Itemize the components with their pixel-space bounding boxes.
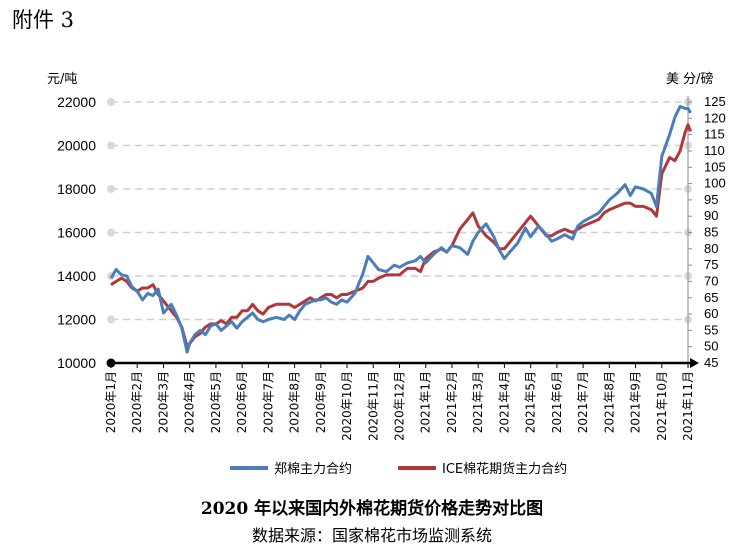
right-tick-label: 70 — [704, 273, 718, 288]
right-tick-label: 85 — [704, 225, 718, 240]
x-tick-label: 2020年12月 — [393, 371, 407, 441]
left-tick-label: 12000 — [57, 312, 96, 328]
right-tick-label: 80 — [704, 241, 718, 256]
x-tick-label: 2020年7月 — [261, 371, 275, 433]
gridline-marker — [107, 315, 115, 324]
x-tick-label: 2021年2月 — [445, 371, 459, 433]
right-tick-label: 115 — [704, 127, 725, 142]
left-tick-label: 16000 — [57, 225, 96, 241]
series-line-zhengmian — [109, 104, 692, 354]
gridline-marker — [107, 98, 115, 106]
x-tick-label: 2020年2月 — [130, 371, 144, 433]
x-tick-label: 2021年4月 — [497, 371, 511, 433]
x-tick-label: 2021年1月 — [419, 371, 433, 433]
legend-label-zhengmian: 郑棉主力合约 — [274, 462, 352, 477]
right-tick-label: 120 — [704, 110, 726, 125]
gridline-marker — [107, 185, 115, 193]
left-axis-unit: 元/吨 — [47, 72, 77, 87]
left-tick-label: 22000 — [57, 94, 96, 110]
x-tick-label: 2020年8月 — [288, 371, 302, 433]
x-tick-label: 2020年1月 — [104, 371, 118, 433]
x-tick-label: 2021年11月 — [681, 371, 695, 441]
x-axis-arrow — [690, 358, 699, 368]
left-tick-label: 20000 — [57, 138, 96, 154]
x-tick-label: 2020年10月 — [340, 371, 354, 441]
x-tick-label: 2020年5月 — [209, 371, 223, 433]
left-tick-label: 18000 — [57, 181, 96, 197]
data-source: 数据来源：国家棉花市场监测系统 — [252, 526, 492, 545]
x-tick-label: 2020年4月 — [183, 371, 197, 433]
right-tick-label: 90 — [704, 208, 718, 223]
right-tick-label: 65 — [704, 290, 718, 305]
right-tick-label: 105 — [704, 159, 726, 174]
x-tick-label: 2021年3月 — [471, 371, 485, 433]
x-tick-label: 2021年5月 — [524, 371, 538, 433]
right-tick-label: 125 — [704, 94, 726, 109]
x-axis: 2020年1月 2020年2月 2020年3月 2020年4月 2020年5月 2020年… — [104, 358, 699, 441]
x-tick-label: 2021年6月 — [550, 371, 564, 433]
right-tick-label: 50 — [704, 339, 718, 354]
x-tick-label: 2020年11月 — [366, 371, 380, 441]
right-tick-label: 95 — [704, 192, 718, 207]
right-tick-label: 100 — [704, 176, 726, 191]
x-tick-label: 2021年9月 — [629, 371, 643, 433]
right-axis-unit: 美 分/磅 — [666, 71, 714, 87]
left-y-axis: 10000 12000 14000 16000 18000 20000 22000 — [57, 94, 96, 371]
series-line-ice — [110, 123, 692, 349]
x-tick-label: 2020年3月 — [156, 371, 170, 433]
x-tick-label: 2020年9月 — [314, 371, 328, 433]
x-tick-label: 2021年7月 — [576, 371, 590, 433]
gridline-marker — [107, 141, 115, 150]
right-tick-label: 60 — [704, 306, 718, 321]
x-tick-label: 2021年10月 — [655, 371, 669, 441]
gridlines — [107, 98, 692, 324]
series-lines — [109, 104, 692, 354]
chart-title: 2020 年以来国内外棉花期货价格走势对比图 — [201, 498, 543, 519]
legend-label-ice: ICE棉花期货主力合约 — [442, 461, 567, 477]
left-tick-label: 14000 — [57, 268, 96, 284]
x-tick-label: 2021年8月 — [602, 371, 616, 433]
legend: 郑棉主力合约 ICE棉花期货主力合约 — [230, 461, 567, 477]
right-tick-label: 75 — [704, 257, 718, 272]
attachment-header: 附件 3 — [12, 8, 74, 32]
left-tick-label: 10000 — [57, 355, 96, 371]
right-tick-label: 110 — [704, 143, 725, 158]
gridline-marker — [107, 228, 115, 237]
right-tick-label: 45 — [704, 355, 718, 370]
right-tick-label: 55 — [704, 322, 718, 337]
x-tick-label: 2020年6月 — [235, 371, 249, 433]
